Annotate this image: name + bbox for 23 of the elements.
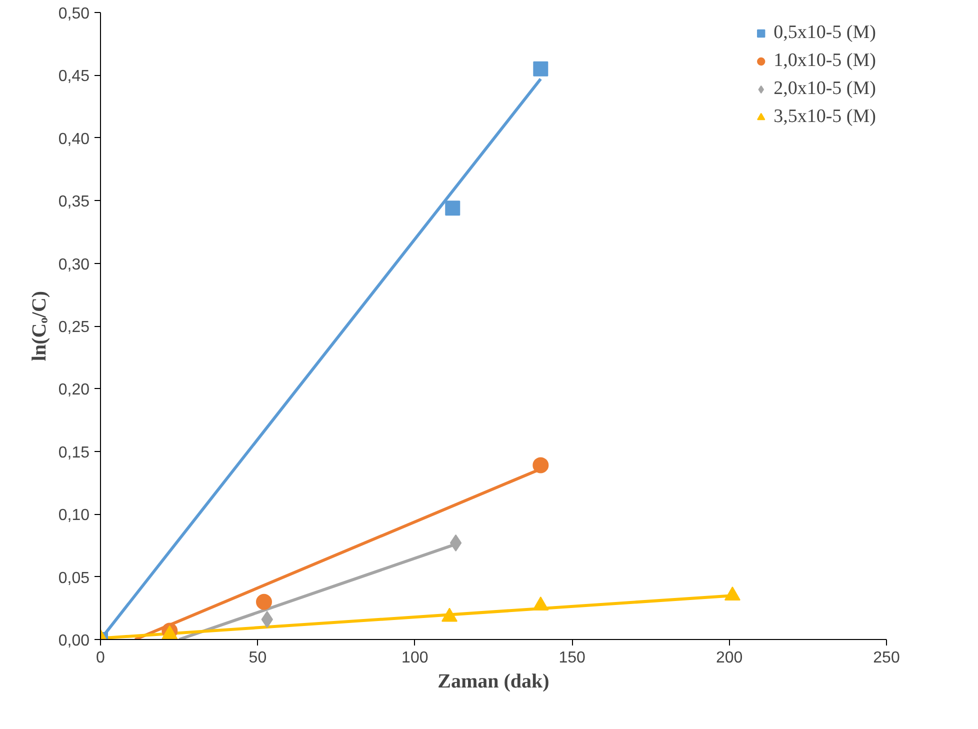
y-tick-label: 0,40 xyxy=(58,130,90,148)
legend-label: 1,0x10-5 (M) xyxy=(774,50,876,72)
x-tick-label: 200 xyxy=(716,650,743,666)
x-tick-label: 100 xyxy=(402,650,428,666)
y-tick-label: 0,30 xyxy=(58,256,90,274)
legend-label: 3,5x10-5 (M) xyxy=(774,106,876,128)
y-tick-label: 0,15 xyxy=(58,444,90,462)
x-tick-label: 0 xyxy=(96,650,106,666)
y-tick-label: 0,35 xyxy=(58,194,90,211)
y-tick-label: 0,00 xyxy=(58,632,90,650)
x-axis-title: Zaman (dak) xyxy=(438,670,550,692)
y-tick-label: 0,45 xyxy=(58,68,90,86)
y-tick-label: 0,50 xyxy=(58,6,90,22)
x-tick-label: 250 xyxy=(873,650,900,666)
y-tick-label: 0,25 xyxy=(58,319,90,336)
legend-label: 0,5x10-5 (M) xyxy=(774,22,876,44)
y-tick-label: 0,20 xyxy=(58,382,90,399)
y-axis-title: ln(Cₒ/C) xyxy=(28,290,50,362)
x-tick-label: 50 xyxy=(248,650,267,666)
legend-label: 2,0x10-5 (M) xyxy=(774,78,876,100)
x-tick-label: 150 xyxy=(558,650,586,666)
y-tick-label: 0,10 xyxy=(58,507,90,524)
y-tick-label: 0,05 xyxy=(58,570,90,587)
